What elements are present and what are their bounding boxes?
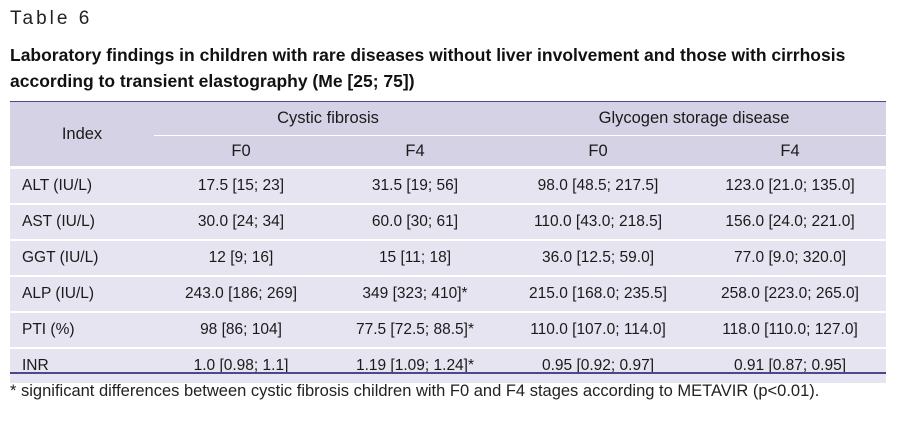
group-header-cystic-fibrosis: Cystic fibrosis [154,102,502,136]
table-cell: 36.0 [12.5; 59.0] [502,239,694,276]
table-cell: 98 [86; 104] [154,311,328,348]
subheader-cf-f0: F0 [154,135,328,168]
table-number-label: Table 6 [10,8,93,29]
table-row: PTI (%) 98 [86; 104] 77.5 [72.5; 88.5]* … [10,311,886,348]
table-cell: 15 [11; 18] [328,239,502,276]
table-row: GGT (IU/L) 12 [9; 16] 15 [11; 18] 36.0 [… [10,239,886,276]
subheader-gsd-f4: F4 [694,135,886,168]
subheader-gsd-f0: F0 [502,135,694,168]
table-row: ALP (IU/L) 243.0 [186; 269] 349 [323; 41… [10,275,886,312]
index-column-header: Index [10,102,154,168]
group-header-glycogen-storage-disease: Glycogen storage disease [502,102,886,136]
table-cell: 215.0 [168.0; 235.5] [502,275,694,312]
table-cell: 30.0 [24; 34] [154,203,328,240]
table-cell: 118.0 [110.0; 127.0] [694,311,886,348]
table-cell: 31.5 [19; 56] [328,166,502,204]
row-label: ALT (IU/L) [10,166,154,204]
table-row: INR 1.0 [0.98; 1.1] 1.19 [1.09; 1.24]* 0… [10,347,886,383]
table-row: AST (IU/L) 30.0 [24; 34] 60.0 [30; 61] 1… [10,203,886,240]
table-cell: 258.0 [223.0; 265.0] [694,275,886,312]
row-label: PTI (%) [10,311,154,348]
table-cell: 1.19 [1.09; 1.24]* [328,347,502,383]
table-cell: 110.0 [107.0; 114.0] [502,311,694,348]
table-cell: 60.0 [30; 61] [328,203,502,240]
table-cell: 17.5 [15; 23] [154,166,328,204]
table-row: ALT (IU/L) 17.5 [15; 23] 31.5 [19; 56] 9… [10,166,886,204]
table-cell: 110.0 [43.0; 218.5] [502,203,694,240]
row-label: INR [10,347,154,383]
table-cell: 0.95 [0.92; 0.97] [502,347,694,383]
subheader-cf-f4: F4 [328,135,502,168]
table-cell: 349 [323; 410]* [328,275,502,312]
table-cell: 77.0 [9.0; 320.0] [694,239,886,276]
table-cell: 77.5 [72.5; 88.5]* [328,311,502,348]
row-label: ALP (IU/L) [10,275,154,312]
table-cell: 243.0 [186; 269] [154,275,328,312]
row-label: GGT (IU/L) [10,239,154,276]
table-cell: 156.0 [24.0; 221.0] [694,203,886,240]
table-cell: 1.0 [0.98; 1.1] [154,347,328,383]
table-cell: 0.91 [0.87; 0.95] [694,347,886,383]
table-bottom-rule [10,372,886,374]
row-label: AST (IU/L) [10,203,154,240]
data-table-container: Index Cystic fibrosis Glycogen storage d… [10,102,886,383]
table-cell: 98.0 [48.5; 217.5] [502,166,694,204]
table-cell: 123.0 [21.0; 135.0] [694,166,886,204]
table-caption: Laboratory findings in children with rar… [10,45,846,91]
table-cell: 12 [9; 16] [154,239,328,276]
table-footnote: * significant differences between cystic… [10,382,820,400]
laboratory-findings-table: Index Cystic fibrosis Glycogen storage d… [10,102,886,383]
